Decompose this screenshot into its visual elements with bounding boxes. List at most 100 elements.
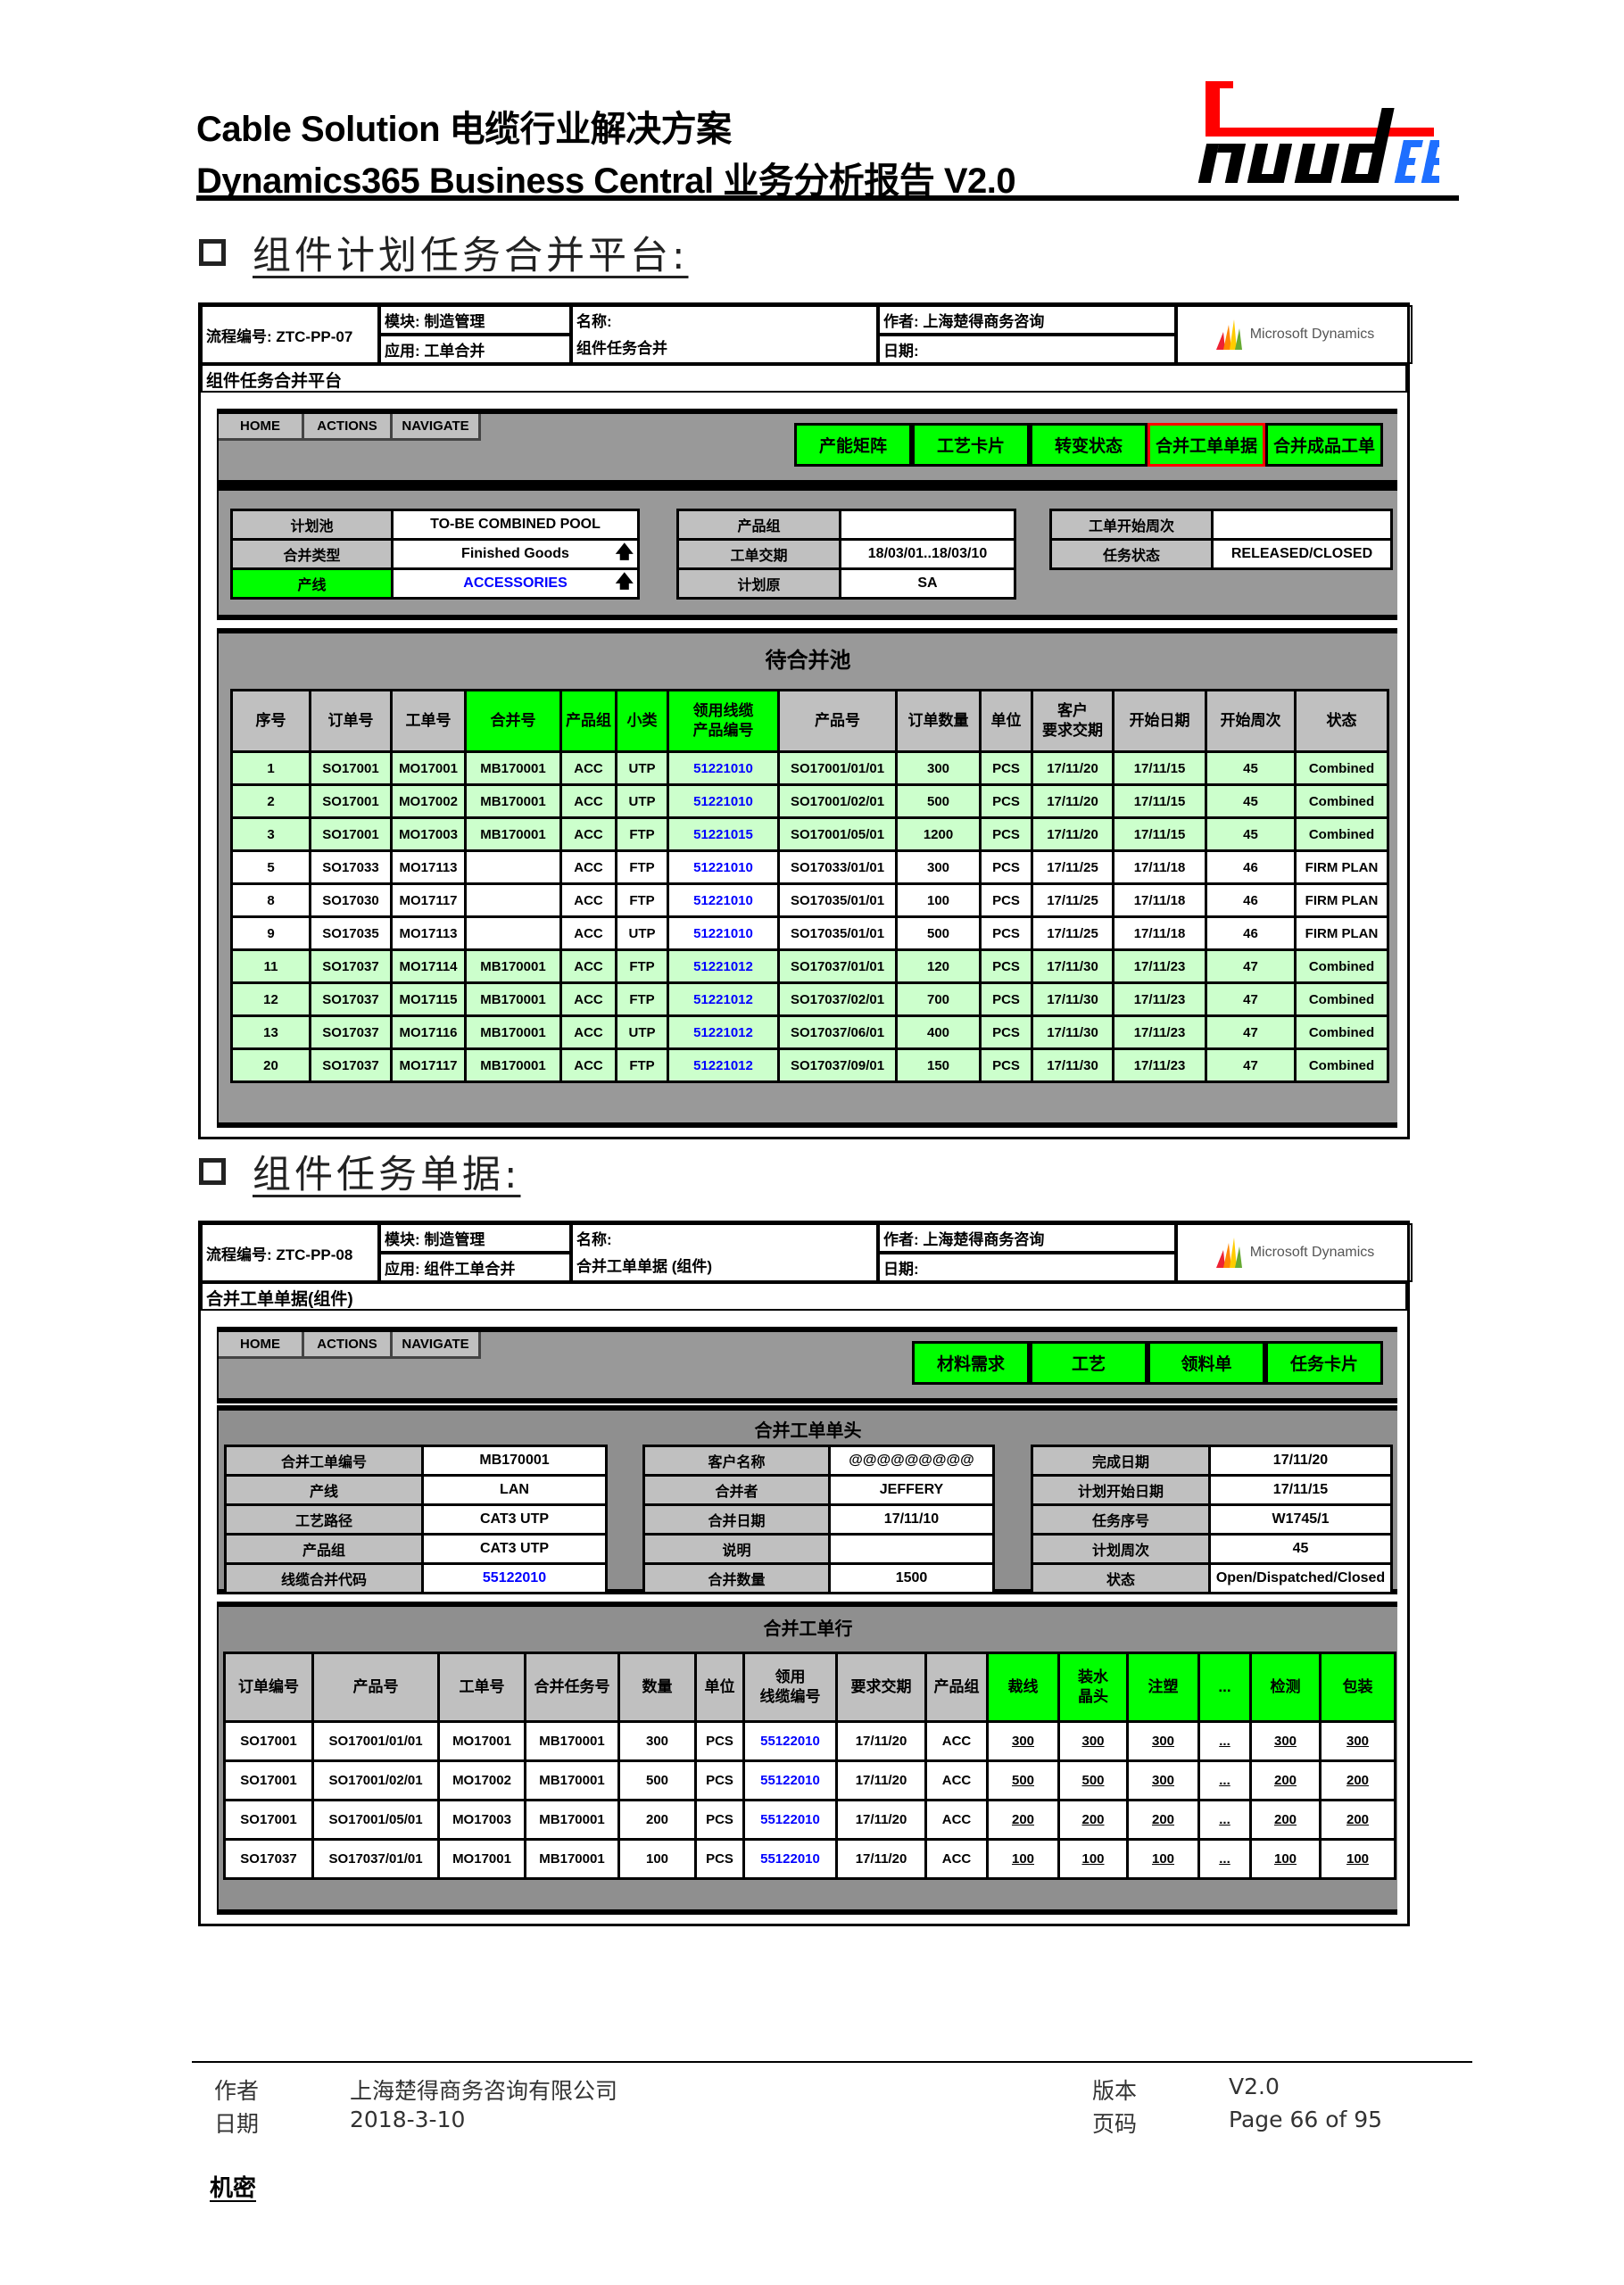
column-header[interactable]: 数量 xyxy=(617,1652,697,1723)
column-header[interactable]: 产品组 xyxy=(559,689,617,753)
field-value[interactable]: @@@@@@@@@ xyxy=(831,1447,992,1474)
column-header[interactable]: 工单号 xyxy=(437,1652,526,1723)
column-header[interactable]: 合并任务号 xyxy=(524,1652,620,1723)
table-cell[interactable]: 200 xyxy=(986,1799,1060,1841)
table-cell[interactable]: 300 xyxy=(1319,1720,1396,1762)
field-value[interactable]: 17/11/10 xyxy=(831,1506,992,1533)
column-header[interactable]: 产品号 xyxy=(777,689,898,753)
arrow-up-icon[interactable]: 🡅 xyxy=(615,542,634,562)
table-cell[interactable]: 200 xyxy=(1126,1799,1200,1841)
action-button-1[interactable]: 产能矩阵 xyxy=(794,423,912,467)
tab-home[interactable]: HOME xyxy=(219,1332,304,1359)
action-button-4[interactable]: 合并工单单据 xyxy=(1148,423,1265,467)
table-row[interactable]: SO17001 SO17001/02/01 MO17002 MB170001 500 PC… xyxy=(223,1759,1396,1801)
column-header[interactable]: 合并号 xyxy=(464,689,562,753)
tab-actions[interactable]: ACTIONS xyxy=(304,414,393,441)
field-value[interactable]: 18/03/01..18/03/10 xyxy=(841,541,1014,567)
table-row[interactable]: SO17037 SO17037/01/01 MO17001 MB170001 100 PC… xyxy=(223,1838,1396,1880)
table-cell[interactable]: 300 xyxy=(1126,1759,1200,1801)
column-header[interactable]: ... xyxy=(1197,1652,1252,1723)
table-cell[interactable]: 200 xyxy=(1249,1799,1322,1841)
field-value[interactable] xyxy=(1214,511,1390,538)
tab-navigate[interactable]: NAVIGATE xyxy=(393,414,481,441)
field-value[interactable]: W1745/1 xyxy=(1211,1506,1390,1533)
field-value[interactable]: SA xyxy=(841,570,1014,597)
table-cell[interactable]: 300 xyxy=(1126,1720,1200,1762)
table-cell[interactable]: 300 xyxy=(1249,1720,1322,1762)
table-row[interactable]: 20 SO17037 MO17117 MB170001 ACC FTP 51221012 SO… xyxy=(230,1047,1389,1083)
table-row[interactable]: 8 SO17030 MO17117 ACC FTP 51221010 SO17035/01/… xyxy=(230,882,1389,918)
field-value[interactable]: RELEASED/CLOSED xyxy=(1214,541,1390,567)
column-header[interactable]: 装水 晶头 xyxy=(1057,1652,1129,1723)
field-value[interactable]: MB170001 xyxy=(424,1447,605,1474)
column-header[interactable]: 注塑 xyxy=(1126,1652,1200,1723)
field-value[interactable]: 1500 xyxy=(831,1565,992,1592)
column-header[interactable]: 订单号 xyxy=(309,689,393,753)
tab-navigate[interactable]: NAVIGATE xyxy=(393,1332,481,1359)
column-header[interactable]: 单位 xyxy=(694,1652,745,1723)
field-value[interactable]: ACCESSORIES 🡅 xyxy=(394,570,637,597)
table-row[interactable]: 2 SO17001 MO17002 MB170001 ACC UTP 51221010 SO1… xyxy=(230,783,1389,819)
action-button-2[interactable]: 工艺 xyxy=(1030,1341,1148,1385)
column-header[interactable]: 裁线 xyxy=(986,1652,1060,1723)
action-button-3[interactable]: 领料单 xyxy=(1148,1341,1265,1385)
field-value[interactable]: TO-BE COMBINED POOL xyxy=(394,511,637,538)
table-cell[interactable]: 200 xyxy=(1249,1759,1322,1801)
table-row[interactable]: 11 SO17037 MO17114 MB170001 ACC FTP 51221012 SO… xyxy=(230,948,1389,984)
column-header[interactable]: 客户 要求交期 xyxy=(1031,689,1114,753)
table-cell[interactable]: 300 xyxy=(986,1720,1060,1762)
field-value[interactable]: CAT3 UTP xyxy=(424,1506,605,1533)
table-row[interactable]: 1 SO17001 MO17001 MB170001 ACC UTP 51221010 SO1… xyxy=(230,750,1389,786)
column-header[interactable]: 开始日期 xyxy=(1112,689,1207,753)
table-cell[interactable]: 100 xyxy=(1319,1838,1396,1880)
table-row[interactable]: SO17001 SO17001/05/01 MO17003 MB170001 200 PC… xyxy=(223,1799,1396,1841)
field-value[interactable] xyxy=(831,1536,992,1562)
action-button-1[interactable]: 材料需求 xyxy=(912,1341,1030,1385)
action-button-4[interactable]: 任务卡片 xyxy=(1265,1341,1383,1385)
table-cell[interactable]: 100 xyxy=(1249,1838,1322,1880)
table-row[interactable]: 9 SO17035 MO17113 ACC UTP 51221010 SO17035/01/… xyxy=(230,915,1389,951)
field-value[interactable]: JEFFERY xyxy=(831,1477,992,1503)
action-button-5[interactable]: 合并成品工单 xyxy=(1265,423,1383,467)
column-header[interactable]: 状态 xyxy=(1294,689,1389,753)
table-cell[interactable]: ... xyxy=(1197,1759,1252,1801)
column-header[interactable]: 单位 xyxy=(979,689,1033,753)
field-value[interactable]: 55122010 xyxy=(424,1565,605,1592)
column-header[interactable]: 包装 xyxy=(1319,1652,1396,1723)
field-value[interactable]: CAT3 UTP xyxy=(424,1536,605,1562)
field-value[interactable]: Finished Goods 🡅 xyxy=(394,541,637,567)
column-header[interactable]: 产品号 xyxy=(311,1652,440,1723)
column-header[interactable]: 序号 xyxy=(230,689,311,753)
field-value[interactable]: 17/11/15 xyxy=(1211,1477,1390,1503)
column-header[interactable]: 工单号 xyxy=(390,689,467,753)
table-cell[interactable]: 300 xyxy=(1057,1720,1129,1762)
column-header[interactable]: 领用 线缆编号 xyxy=(742,1652,838,1723)
table-cell[interactable]: 200 xyxy=(1057,1799,1129,1841)
table-row[interactable]: 5 SO17033 MO17113 ACC FTP 51221010 SO17033/01/… xyxy=(230,849,1389,885)
table-cell[interactable]: ... xyxy=(1197,1799,1252,1841)
table-cell[interactable]: 500 xyxy=(1057,1759,1129,1801)
field-value[interactable]: 45 xyxy=(1211,1536,1390,1562)
column-header[interactable]: 要求交期 xyxy=(835,1652,927,1723)
table-cell[interactable]: 100 xyxy=(1126,1838,1200,1880)
field-value[interactable] xyxy=(841,511,1014,538)
column-header[interactable]: 小类 xyxy=(615,689,669,753)
table-row[interactable]: SO17001 SO17001/01/01 MO17001 MB170001 300 PC… xyxy=(223,1720,1396,1762)
column-header[interactable]: 产品组 xyxy=(924,1652,989,1723)
field-value[interactable]: Open/Dispatched/Closed xyxy=(1211,1565,1390,1592)
field-value[interactable]: LAN xyxy=(424,1477,605,1503)
field-value[interactable]: 17/11/20 xyxy=(1211,1447,1390,1474)
table-row[interactable]: 12 SO17037 MO17115 MB170001 ACC FTP 51221012 SO… xyxy=(230,981,1389,1017)
column-header[interactable]: 订单编号 xyxy=(223,1652,314,1723)
action-button-2[interactable]: 工艺卡片 xyxy=(912,423,1030,467)
table-cell[interactable]: 200 xyxy=(1319,1759,1396,1801)
table-row[interactable]: 13 SO17037 MO17116 MB170001 ACC UTP 51221012 SO… xyxy=(230,1014,1389,1050)
table-cell[interactable]: 500 xyxy=(986,1759,1060,1801)
tab-home[interactable]: HOME xyxy=(219,414,304,441)
table-cell[interactable]: 200 xyxy=(1319,1799,1396,1841)
arrow-up-icon[interactable]: 🡅 xyxy=(615,572,634,592)
table-cell[interactable]: 100 xyxy=(986,1838,1060,1880)
table-cell[interactable]: 100 xyxy=(1057,1838,1129,1880)
table-cell[interactable]: ... xyxy=(1197,1720,1252,1762)
column-header[interactable]: 开始周次 xyxy=(1205,689,1297,753)
